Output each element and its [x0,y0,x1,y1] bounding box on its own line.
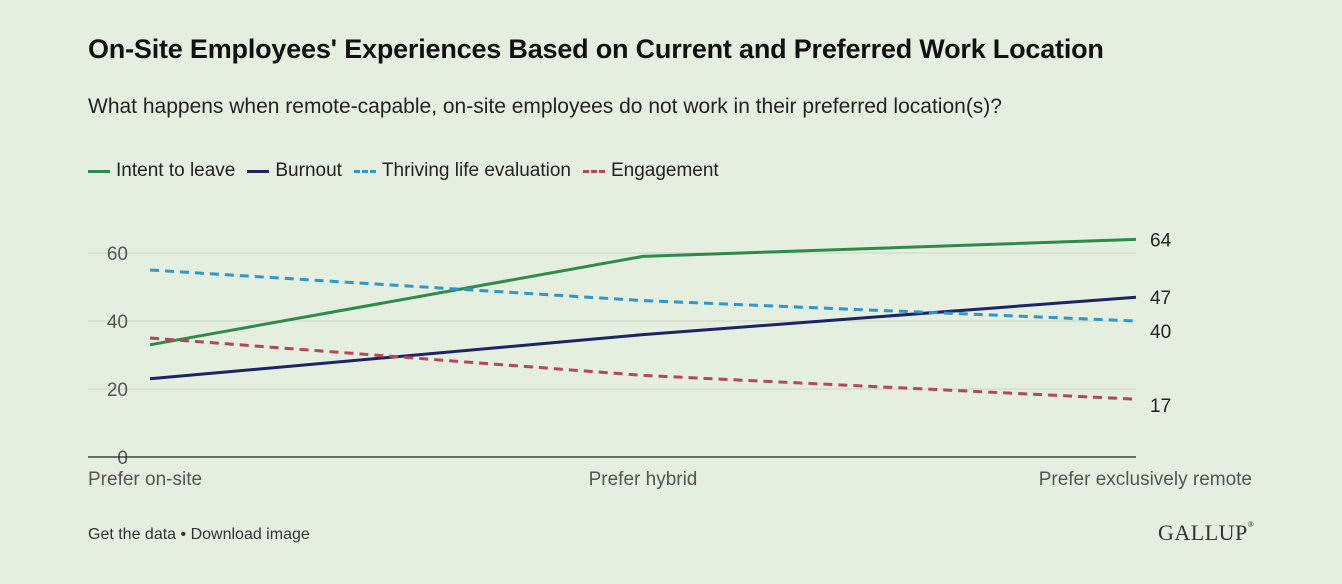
y-tick-label: 60 [107,244,128,265]
legend-item-burnout: Burnout [247,160,342,182]
chart-subtitle: What happens when remote-capable, on-sit… [88,95,1002,118]
end-value-label: 17 [1150,396,1171,417]
footer-separator: • [180,526,187,543]
logo-registered-mark: ® [1247,520,1255,529]
y-tick-label: 40 [107,312,128,333]
x-tick-label: Prefer on-site [88,469,202,490]
end-value-label: 40 [1150,322,1171,343]
series-line [149,295,1137,381]
y-tick-label: 20 [107,380,128,401]
gallup-logo: GALLUP® [1158,520,1254,546]
legend-swatch [582,169,605,173]
legend-swatch [88,169,110,173]
x-tick-label: Prefer hybrid [589,469,698,490]
legend-label: Burnout [275,160,342,181]
footer-links: Get the data • Download image [88,526,310,544]
series-lines [149,237,1137,401]
series-line [149,268,1137,323]
gridlines [88,252,1136,390]
end-value-label: 64 [1150,230,1172,251]
legend: Intent to leave Burnout Thriving life ev… [88,160,719,182]
chart-title: On-Site Employees' Experiences Based on … [88,34,1104,64]
axes: 0 20 40 60 Prefer on-site Prefer hybrid Prefer… [88,244,1252,490]
x-tick-label: Prefer exclusively remote [1039,469,1252,490]
get-data-link[interactable]: Get the data [88,526,177,543]
legend-item-engagement: Engagement [582,160,719,182]
download-image-link[interactable]: Download image [190,526,310,543]
end-labels: 64 47 40 17 [1150,230,1172,417]
legend-item-thriving: Thriving life evaluation [353,160,571,182]
legend-item-intent-to-leave: Intent to leave [88,160,235,182]
end-value-label: 47 [1150,288,1171,309]
logo-text: GALLUP [1158,520,1248,545]
legend-label: Thriving life evaluation [381,160,571,181]
series-line [149,336,1137,401]
series-line [149,237,1137,347]
legend-swatch [247,169,270,173]
legend-label: Engagement [610,160,719,181]
legend-swatch [353,169,376,173]
y-tick-label: 0 [117,448,128,469]
legend-label: Intent to leave [116,160,236,181]
